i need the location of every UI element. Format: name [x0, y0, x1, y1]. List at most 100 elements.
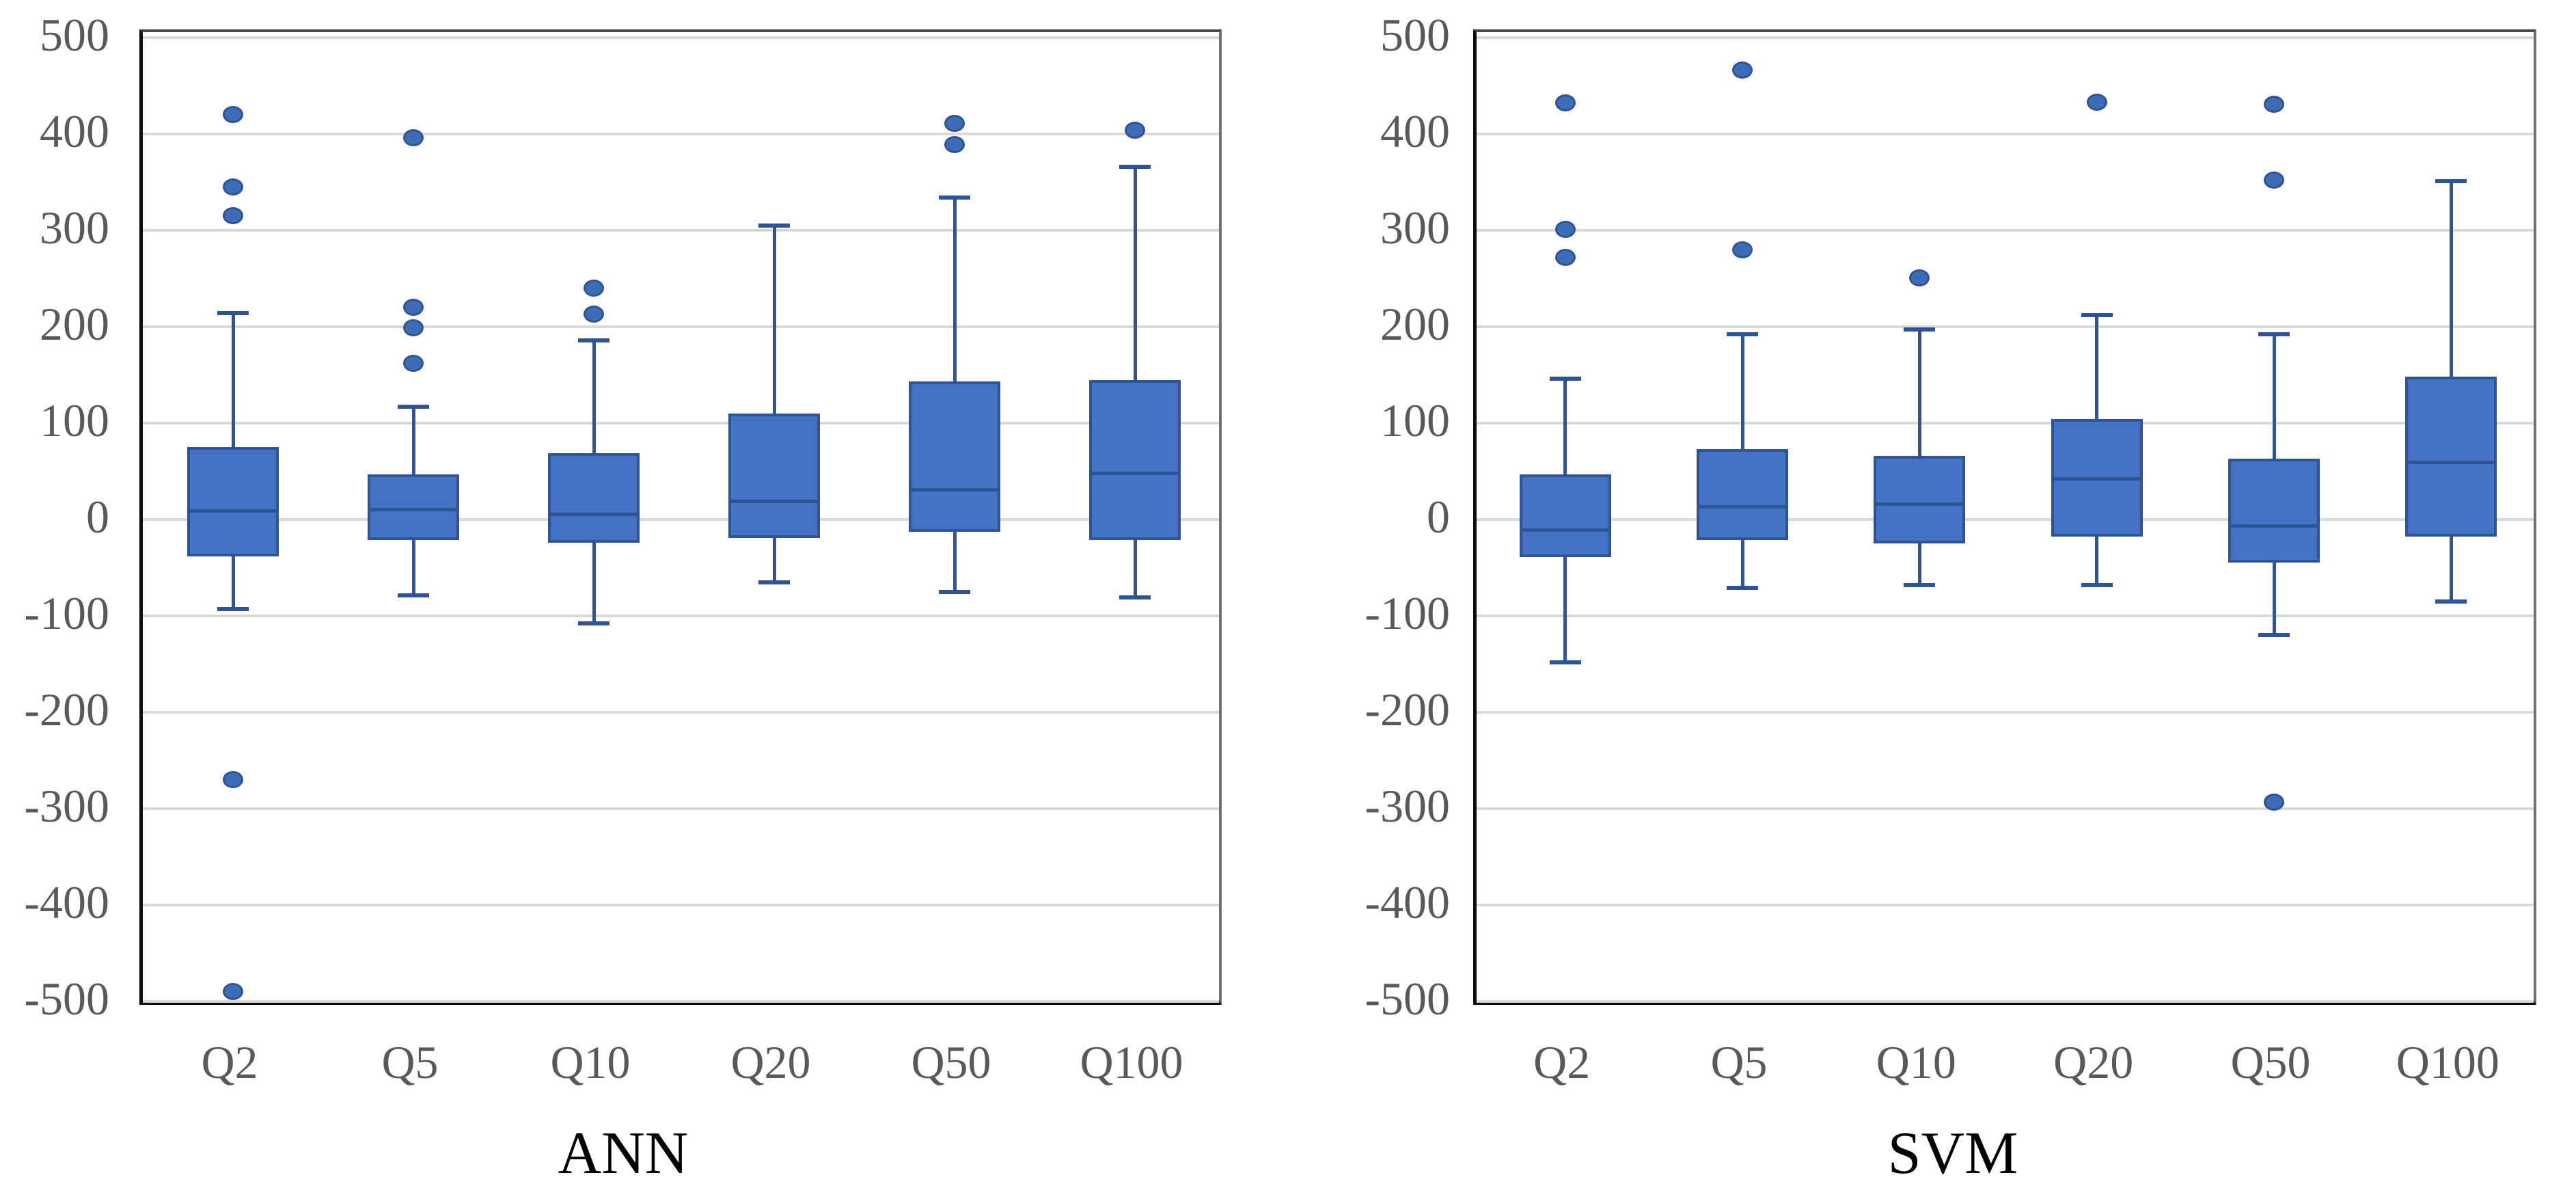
- outlier-point: [223, 771, 243, 789]
- x-category-label: Q5: [1710, 1036, 1768, 1088]
- y-tick-label: -400: [24, 876, 109, 928]
- x-category-label: Q10: [1876, 1036, 1956, 1088]
- outlier-point: [1909, 269, 1930, 286]
- gridline: [143, 807, 1219, 810]
- y-tick-label: 0: [1427, 491, 1450, 543]
- whisker-cap-high: [398, 405, 429, 409]
- gridline: [143, 36, 1219, 39]
- whisker-cap-high: [2258, 332, 2290, 337]
- whisker-cap-low: [939, 589, 970, 594]
- whisker-cap-low: [1904, 582, 1936, 587]
- gridline: [1477, 229, 2534, 232]
- box-q2: [1519, 474, 1611, 557]
- gridline: [1477, 904, 2534, 906]
- gridline: [143, 711, 1219, 714]
- box-q5: [368, 474, 459, 540]
- gridline: [1477, 711, 2534, 714]
- y-tick-label: -300: [24, 780, 109, 832]
- y-tick-label: 0: [86, 491, 109, 543]
- gridline: [1477, 133, 2534, 135]
- y-tick-label: 500: [1380, 9, 1450, 61]
- whisker-cap-low: [1549, 660, 1581, 664]
- outlier-point: [223, 207, 243, 225]
- y-tick-label: 200: [40, 298, 109, 350]
- x-category-label: Q10: [550, 1036, 631, 1088]
- gridline: [143, 325, 1219, 328]
- box-q10: [1874, 455, 1966, 544]
- whisker-cap-low: [217, 607, 249, 612]
- whisker-line: [772, 225, 776, 582]
- gridline: [143, 229, 1219, 232]
- box-q20: [728, 413, 820, 538]
- x-category-label: Q50: [2230, 1036, 2311, 1088]
- y-tick-label: -500: [1365, 973, 1450, 1025]
- median-line: [728, 499, 820, 503]
- outlier-point: [2086, 93, 2107, 111]
- outlier-point: [1125, 121, 1145, 139]
- outlier-point: [403, 319, 424, 336]
- median-line: [368, 508, 459, 512]
- x-category-label: Q2: [201, 1036, 258, 1088]
- x-category-label: Q20: [730, 1036, 811, 1088]
- gridline: [1477, 807, 2534, 810]
- box-q50: [2228, 459, 2320, 563]
- y-tick-label: -500: [24, 973, 109, 1025]
- gridline: [1477, 615, 2534, 617]
- box-q100: [2405, 377, 2497, 537]
- outlier-point: [1554, 221, 1576, 239]
- box-q50: [909, 381, 1000, 532]
- whisker-cap-high: [1119, 164, 1151, 169]
- gridline: [143, 904, 1219, 906]
- outlier-point: [944, 114, 965, 132]
- y-tick-label: 400: [40, 105, 109, 157]
- box-q5: [1697, 449, 1788, 540]
- whisker-cap-high: [1549, 377, 1581, 381]
- median-line: [1697, 505, 1788, 509]
- outlier-point: [1732, 241, 1753, 258]
- ann-title: ANN: [558, 1120, 689, 1187]
- x-category-label: Q5: [381, 1036, 439, 1088]
- whisker-cap-low: [758, 580, 790, 584]
- whisker-cap-low: [2435, 599, 2467, 604]
- median-line: [1874, 502, 1966, 506]
- outlier-point: [2264, 172, 2284, 189]
- whisker-cap-high: [2081, 313, 2113, 318]
- whisker-cap-low: [2081, 582, 2113, 587]
- svm-title: SVM: [1887, 1120, 2018, 1187]
- y-tick-label: 100: [1380, 394, 1450, 446]
- outlier-point: [403, 355, 424, 373]
- y-tick-label: -100: [24, 587, 109, 639]
- gridline: [1477, 518, 2534, 521]
- x-category-label: Q2: [1533, 1036, 1591, 1088]
- whisker-cap-low: [398, 593, 429, 598]
- whisker-cap-high: [1904, 327, 1936, 332]
- y-tick-label: -200: [1365, 684, 1450, 736]
- ann-plot-area: [139, 29, 1222, 1005]
- outlier-point: [403, 299, 424, 316]
- outlier-point: [584, 306, 604, 323]
- gridline: [1477, 1000, 2534, 1003]
- y-tick-label: -100: [1365, 587, 1450, 639]
- y-tick-label: 300: [1380, 202, 1450, 254]
- x-category-label: Q100: [1080, 1036, 1183, 1088]
- outlier-point: [223, 178, 243, 196]
- box-q100: [1089, 379, 1181, 540]
- x-category-label: Q100: [2396, 1036, 2499, 1088]
- gridline: [143, 518, 1219, 521]
- median-line: [1089, 471, 1181, 475]
- median-line: [2051, 477, 2143, 481]
- outlier-point: [944, 136, 965, 153]
- whisker-cap-low: [1119, 595, 1151, 600]
- box-q10: [548, 453, 640, 543]
- outlier-point: [584, 280, 604, 297]
- whisker-cap-low: [2258, 633, 2290, 638]
- gridline: [1477, 325, 2534, 328]
- y-tick-label: -400: [1365, 876, 1450, 928]
- whisker-cap-high: [939, 195, 970, 200]
- y-tick-label: 300: [40, 202, 109, 254]
- y-tick-label: 200: [1380, 298, 1450, 350]
- median-line: [548, 513, 640, 517]
